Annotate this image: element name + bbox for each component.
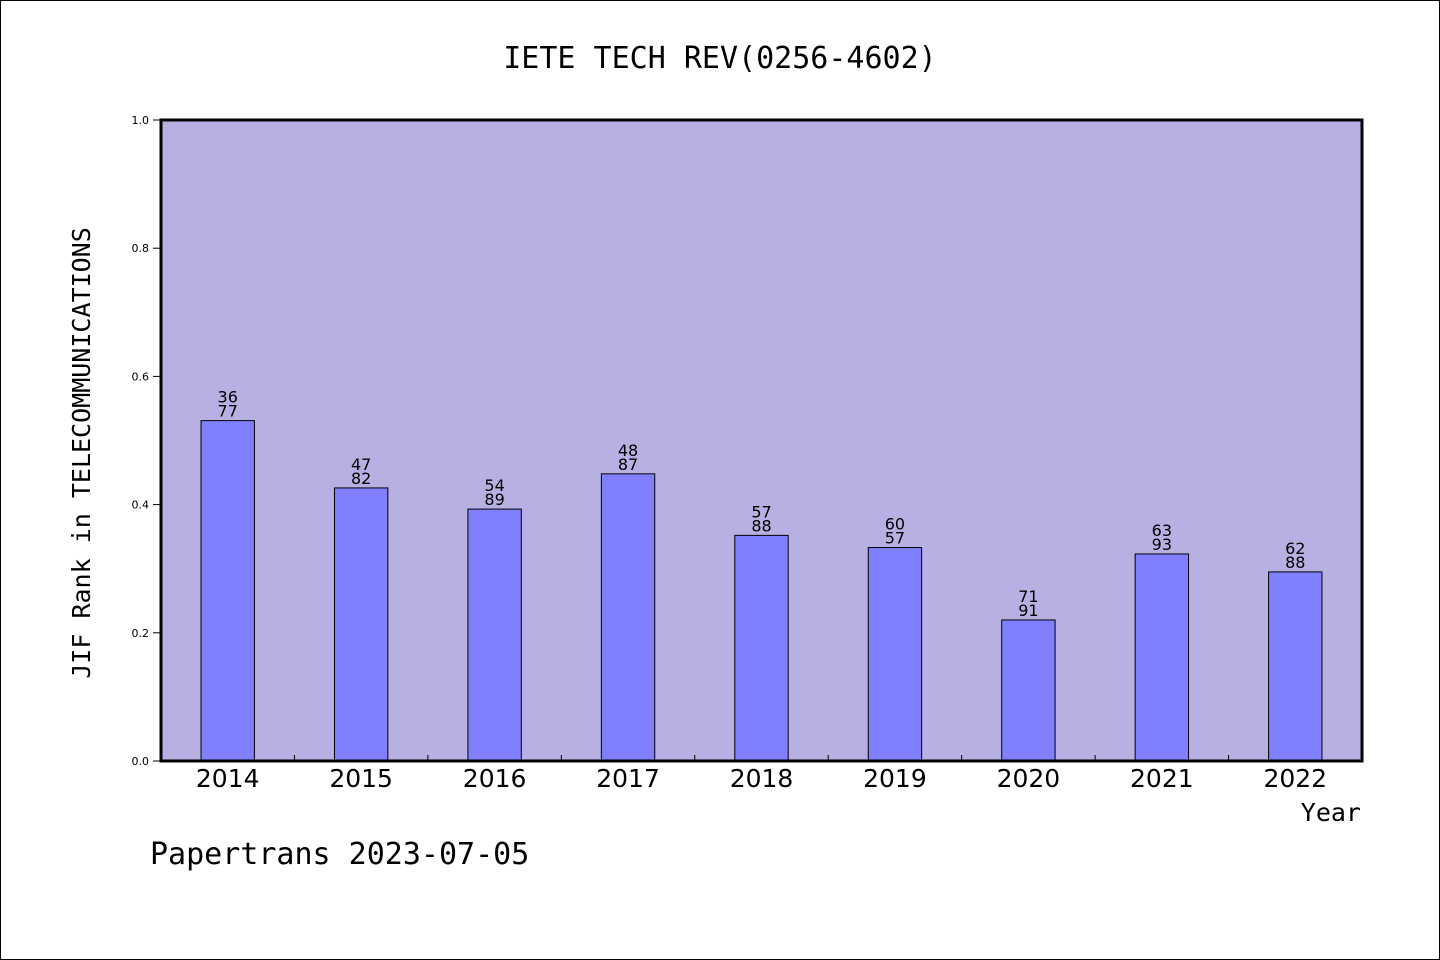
bar-label-2018-2: 88 xyxy=(751,516,771,535)
bar-label-2014-1: 36 xyxy=(218,388,238,407)
x-tick-label-2015: 2015 xyxy=(329,764,393,793)
bar-label-2021-2: 93 xyxy=(1152,535,1172,554)
bar-2015 xyxy=(333,487,389,762)
bar-2022 xyxy=(1268,571,1323,762)
plot-border xyxy=(159,118,1364,763)
chart-title: IETE TECH REV(0256-4602) xyxy=(503,41,936,76)
x-tick-label-2016: 2016 xyxy=(463,764,527,793)
bar-2018 xyxy=(734,534,789,762)
x-tick-label-2021: 2021 xyxy=(1130,764,1194,793)
y-axis: 0.0 0.2 0.4 0.6 0.8 1.0 xyxy=(132,114,161,768)
bar-2016 xyxy=(467,508,522,762)
x-tick-label-2018: 2018 xyxy=(730,764,794,793)
bar-label-2020-2: 91 xyxy=(1018,601,1038,620)
y-tick-label-0.2: 0.2 xyxy=(132,627,150,640)
bar-label-2022-1: 62 xyxy=(1285,539,1305,558)
bars-group xyxy=(200,420,1323,762)
bar-label-2015-2: 82 xyxy=(351,469,371,488)
y-tick-label-0.6: 0.6 xyxy=(132,370,150,383)
y-tick-label-0.8: 0.8 xyxy=(132,242,150,255)
bar-label-2019-1: 60 xyxy=(885,515,905,534)
x-axis: 2014 2015 2016 2017 2018 2019 2020 2021 2022 xyxy=(196,755,1327,793)
bar-label-2019-2: 57 xyxy=(885,529,905,548)
y-tick-label-0.0: 0.0 xyxy=(132,755,150,768)
x-tick-label-2022: 2022 xyxy=(1263,764,1327,793)
bar-label-2016-1: 54 xyxy=(484,476,504,495)
bar-label-2017-1: 48 xyxy=(618,441,638,460)
y-tick-label-0.4: 0.4 xyxy=(132,499,150,512)
x-axis-label: Year xyxy=(1301,798,1361,827)
bar-2020 xyxy=(1001,619,1056,762)
bar-label-2015-1: 47 xyxy=(351,455,371,474)
bar-label-2020-1: 71 xyxy=(1018,587,1038,606)
bar-2019 xyxy=(867,547,923,762)
bar-label-2018-1: 57 xyxy=(751,502,771,521)
bar-label-2014-2: 77 xyxy=(218,402,238,421)
footer-text: Papertrans 2023-07-05 xyxy=(150,837,529,872)
bar-2021 xyxy=(1134,553,1190,762)
x-tick-label-2020: 2020 xyxy=(997,764,1061,793)
x-tick-label-2014: 2014 xyxy=(196,764,260,793)
y-axis-label: JIF Rank in TELECOMMUNICATIONS xyxy=(67,227,96,679)
bar-label-2022-2: 88 xyxy=(1285,553,1305,572)
bar-label-2016-2: 89 xyxy=(484,490,504,509)
x-tick-label-2019: 2019 xyxy=(863,764,927,793)
bar-label-2017-2: 87 xyxy=(618,455,638,474)
bar-2017 xyxy=(600,473,656,762)
bar-2014 xyxy=(200,420,255,762)
bar-label-2021-1: 63 xyxy=(1152,521,1172,540)
y-tick-label-1.0: 1.0 xyxy=(132,114,150,127)
x-tick-label-2017: 2017 xyxy=(596,764,660,793)
